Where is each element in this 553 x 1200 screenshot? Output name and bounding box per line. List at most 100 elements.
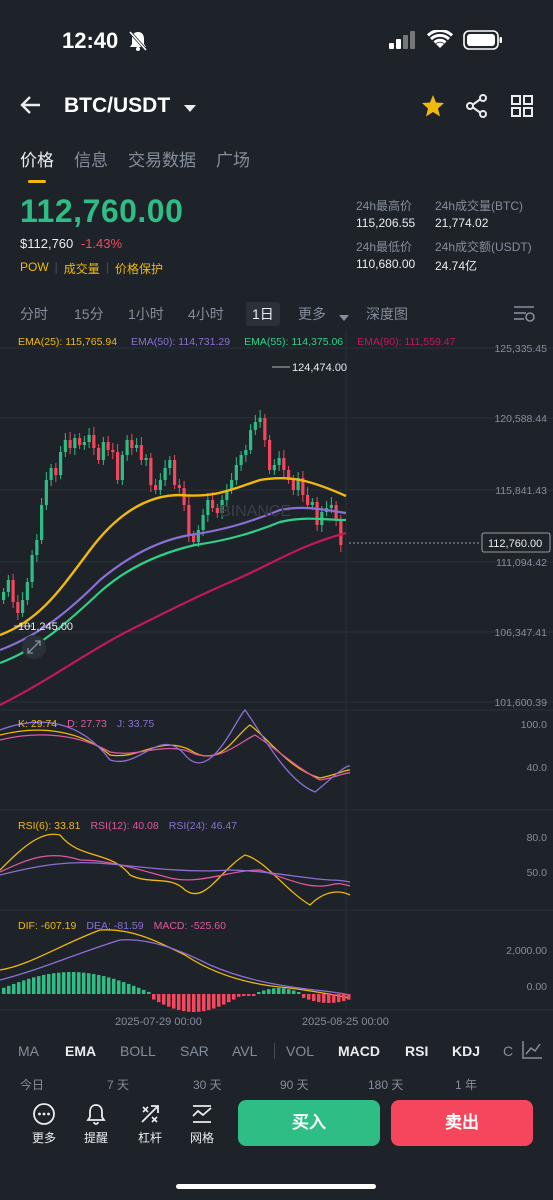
candle-body (215, 508, 219, 513)
high-value: 115,206.55 (356, 216, 416, 230)
kdj-d: D: 27.73 (67, 718, 107, 730)
candle-body (310, 502, 314, 505)
axis-price-4: 111,094.42 (496, 557, 547, 569)
candle-body (30, 555, 34, 582)
leverage-button[interactable]: 杠杆 (130, 1102, 170, 1146)
axis-price-5: 106,347.41 (494, 627, 547, 639)
chart-settings-icon[interactable] (514, 304, 536, 325)
high-label: 24h最高价 (356, 199, 413, 213)
range-today[interactable]: 今日 (20, 1078, 45, 1092)
range-180d[interactable]: 180 天 (368, 1078, 404, 1092)
macd-axis-1: 2,000.00 (506, 945, 547, 957)
candle-body (206, 500, 210, 515)
candle-body (149, 458, 153, 485)
ind-ma[interactable]: MA (18, 1043, 39, 1059)
macd-bar (322, 994, 326, 1003)
candle-body (163, 468, 167, 480)
candle-body (82, 442, 86, 445)
candle-body (130, 440, 134, 448)
price-chart[interactable]: BINANCE 112,760.00 124,474.00 101,245.00 (0, 330, 553, 1030)
watermark: BINANCE (220, 503, 291, 520)
tab-square[interactable]: 广场 (216, 151, 250, 170)
tf-depth[interactable]: 深度图 (366, 306, 408, 322)
favorite-star-icon[interactable] (421, 94, 445, 123)
candle-body (87, 435, 91, 442)
price-usd: $112,760 (20, 236, 74, 251)
indicator-chart-icon[interactable] (522, 1041, 542, 1062)
more-dropdown-icon[interactable] (339, 309, 349, 325)
ema50-label: EMA(50): 114,731.29 (131, 336, 231, 348)
kdj-k-line (0, 724, 351, 779)
range-7d[interactable]: 7 天 (107, 1078, 130, 1092)
ind-boll[interactable]: BOLL (120, 1043, 156, 1059)
ind-vol[interactable]: VOL (286, 1043, 315, 1059)
macd-bar (227, 994, 231, 1003)
macd-bar (252, 994, 256, 996)
candle-body (135, 445, 139, 448)
macd-bar (202, 994, 206, 1012)
macd-bar (222, 994, 226, 1005)
macd-bar (282, 988, 286, 994)
range-30d[interactable]: 30 天 (193, 1078, 222, 1092)
rsi24-line (0, 862, 351, 883)
tab-price[interactable]: 价格 (20, 146, 54, 183)
macd-bar (347, 994, 351, 1000)
ind-ema[interactable]: EMA (65, 1043, 97, 1059)
ind-macd[interactable]: MACD (338, 1043, 380, 1059)
candle-body (168, 460, 172, 468)
pair-dropdown-icon[interactable] (184, 100, 196, 118)
candle-body (268, 440, 272, 470)
tf-1d[interactable]: 1日 (246, 302, 280, 326)
macd-bar (77, 972, 81, 994)
macd-bar (72, 972, 76, 994)
ind-rsi[interactable]: RSI (405, 1043, 429, 1059)
signal-icon (389, 31, 415, 49)
tab-info[interactable]: 信息 (74, 151, 108, 170)
battery-icon (463, 30, 502, 50)
tf-1h[interactable]: 1小时 (128, 306, 164, 322)
page-tabs: 价格 信息 交易数据 广场 (20, 146, 270, 183)
macd-bar (82, 972, 86, 994)
ind-kdj[interactable]: KDJ (452, 1043, 481, 1059)
ind-sar[interactable]: SAR (180, 1043, 209, 1059)
kdj-axis-1: 100.0 (520, 719, 547, 731)
mute-icon (128, 30, 148, 57)
share-icon[interactable] (466, 94, 488, 123)
back-icon[interactable] (20, 95, 42, 120)
candle-body (6, 580, 10, 592)
expand-icon[interactable] (22, 635, 46, 659)
macd-bar (7, 985, 11, 994)
candle-body (154, 485, 158, 490)
range-90d[interactable]: 90 天 (280, 1078, 309, 1092)
macd-bar (102, 976, 106, 994)
tab-trading-data[interactable]: 交易数据 (128, 151, 196, 170)
grid-menu-icon[interactable] (511, 95, 533, 122)
alert-button[interactable]: 提醒 (76, 1102, 116, 1146)
candle-body (35, 540, 39, 555)
tf-15m[interactable]: 15分 (74, 306, 104, 322)
candle-body (258, 418, 262, 422)
more-button[interactable]: 更多 (24, 1102, 64, 1146)
macd-bar (187, 994, 191, 1012)
tag-price-protection[interactable]: 价格保护 (114, 262, 163, 276)
candle-body (263, 418, 267, 440)
x-label-1: 2025-07-29 00:00 (115, 1016, 202, 1028)
ind-more[interactable]: C (503, 1043, 514, 1059)
tag-pow[interactable]: POW (20, 260, 49, 274)
candle-body (73, 438, 77, 448)
buy-button[interactable]: 买入 (238, 1100, 380, 1146)
candle-body (230, 480, 234, 490)
macd-bar (137, 987, 141, 994)
tf-4h[interactable]: 4小时 (188, 306, 224, 322)
pair-title[interactable]: BTC/USDT (64, 94, 171, 117)
macd-bar (242, 994, 246, 996)
macd-bar (292, 990, 296, 994)
tf-line[interactable]: 分时 (20, 306, 48, 322)
grid-button[interactable]: 网格 (182, 1102, 222, 1146)
macd-bar (277, 988, 281, 994)
tag-volume[interactable]: 成交量 (63, 262, 100, 276)
ind-avl[interactable]: AVL (232, 1043, 258, 1059)
sell-button[interactable]: 卖出 (391, 1100, 533, 1146)
range-1y[interactable]: 1 年 (455, 1078, 478, 1092)
tf-more[interactable]: 更多 (298, 306, 326, 322)
